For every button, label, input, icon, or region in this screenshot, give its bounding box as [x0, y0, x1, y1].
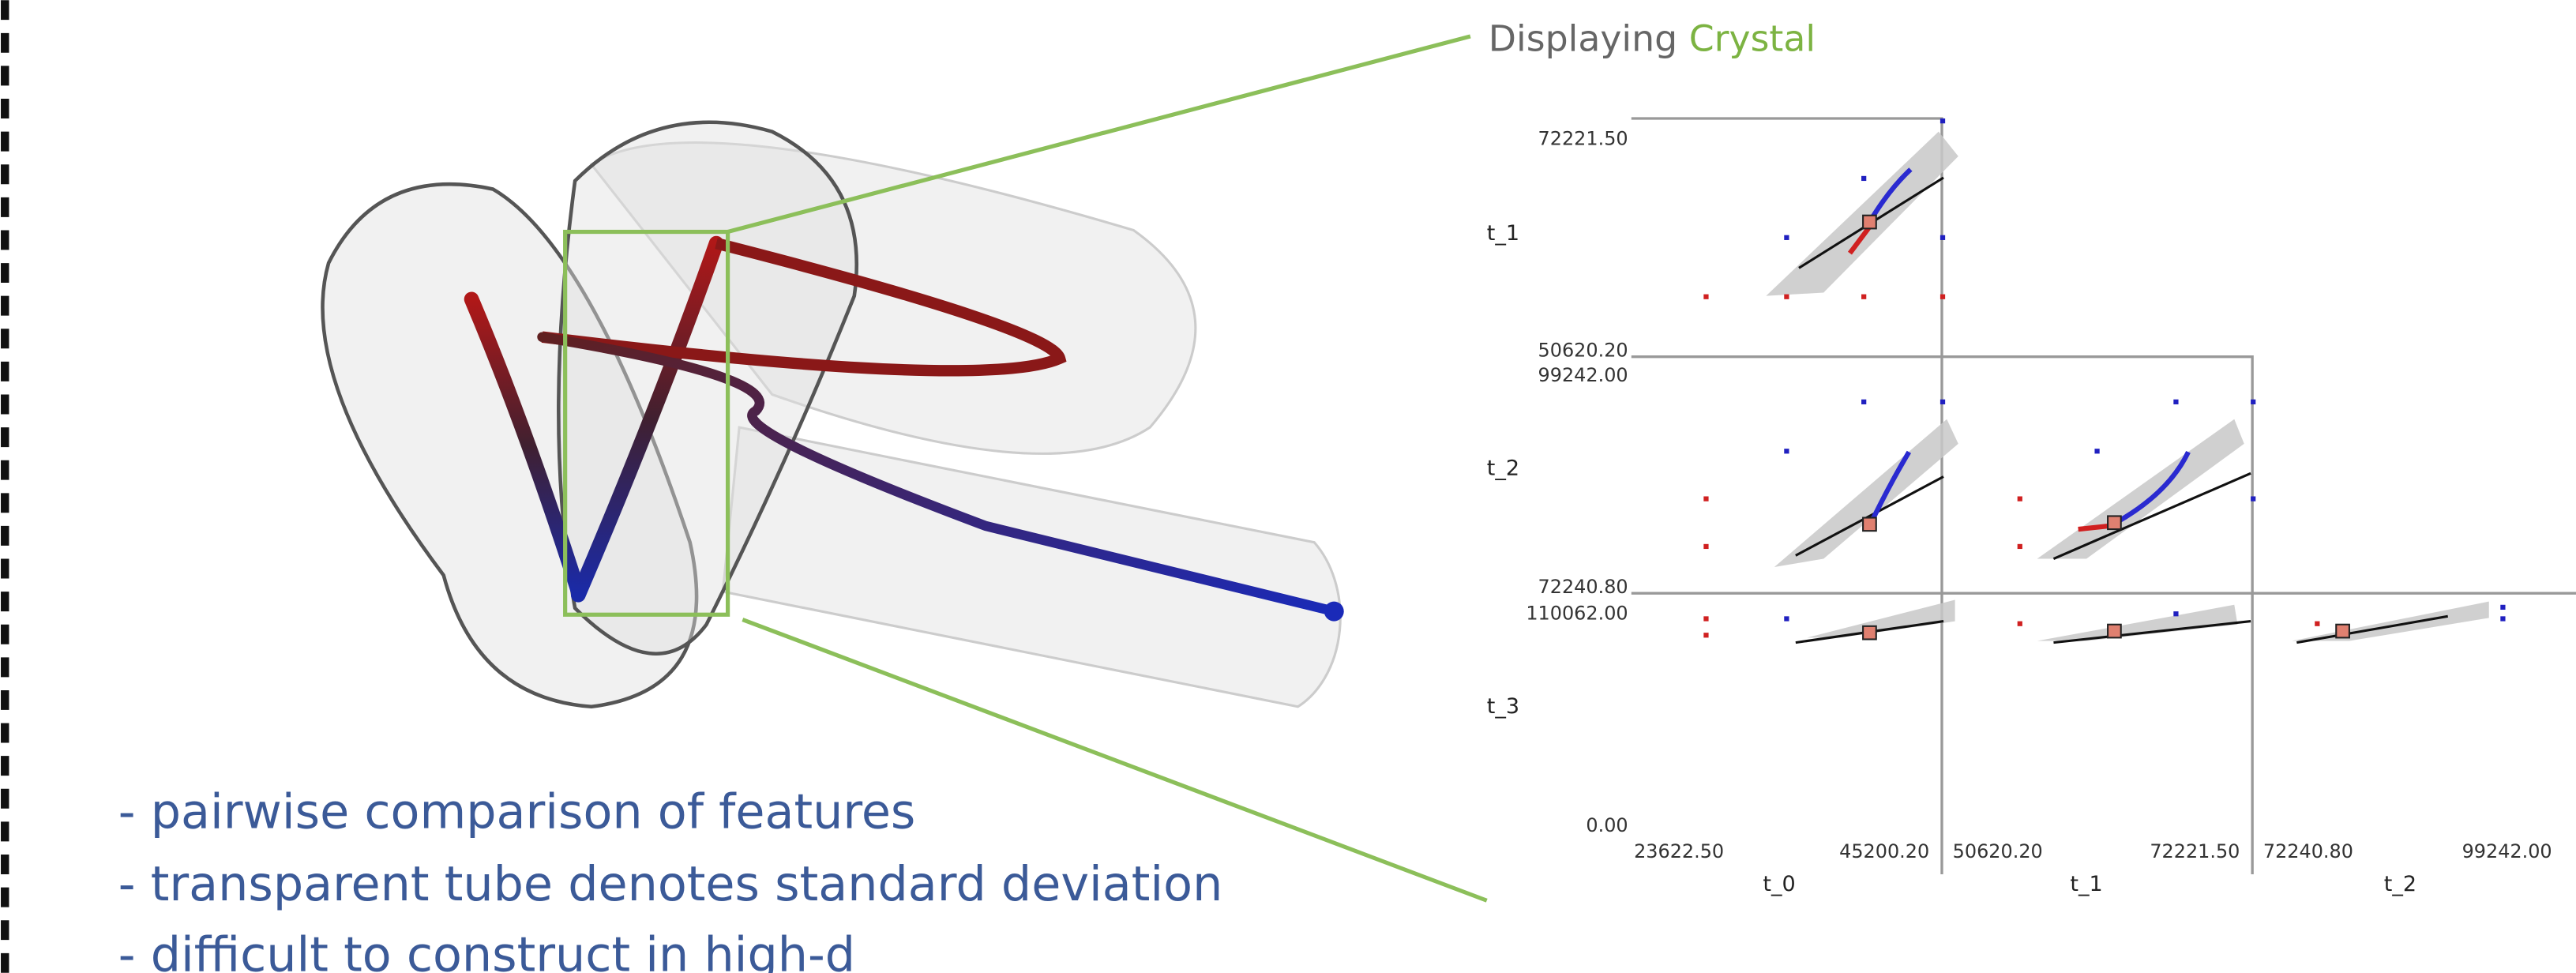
decoration [2114, 450, 2191, 525]
decoration [537, 332, 1339, 617]
decoration [1862, 517, 1877, 532]
bullet: - difficult to construct in high-d [118, 928, 855, 973]
decoration [2251, 399, 2256, 404]
decoration [1703, 294, 2320, 638]
column-label: t_2 [2384, 872, 2416, 896]
decoration [1703, 496, 1709, 502]
decoration [2500, 616, 2506, 622]
decoration [2017, 543, 2022, 550]
decoration [1940, 235, 1946, 240]
decoration [2315, 621, 2320, 626]
decoration [1861, 399, 1867, 404]
decoration [1703, 616, 1709, 622]
decoration [1703, 543, 1709, 550]
y-tick-label: 50620.20 [1538, 340, 1628, 362]
decoration [1847, 225, 1872, 255]
y-tick-label: 110062.00 [1526, 603, 1628, 625]
x-tick-label: 45200.20 [1839, 840, 1929, 862]
decoration [1784, 294, 1789, 299]
column-label: t_0 [1763, 872, 1795, 896]
connector [727, 34, 1471, 235]
decoration [2052, 471, 2251, 560]
decoration [570, 235, 724, 603]
x-tick-label: 72240.80 [2263, 840, 2353, 862]
decoration [1861, 175, 1867, 182]
x-tick-label: 23622.50 [1634, 840, 1724, 862]
decoration [2292, 601, 2489, 641]
x-tick-label: 50620.20 [1953, 840, 2043, 862]
y-tick-label: 99242.00 [1538, 364, 1628, 386]
header-highlight: Crystal [1689, 18, 1816, 60]
decoration [2296, 614, 2448, 644]
x-tick-label: 99242.00 [2462, 840, 2552, 862]
decoration [1703, 294, 1709, 299]
decoration [1862, 214, 1877, 230]
row-label: t_1 [1487, 221, 1519, 246]
decoration [2037, 419, 2244, 559]
decoration [1862, 625, 1877, 641]
decoration [721, 426, 1342, 708]
row-label: t_2 [1487, 456, 1519, 480]
row-label: t_3 [1487, 694, 1519, 719]
decoration [2107, 515, 2122, 531]
decoration [1784, 616, 1789, 622]
decoration [1784, 449, 1789, 454]
header-prefix: Displaying [1489, 18, 1677, 60]
decoration [1784, 235, 1789, 240]
y-tick-label: 72240.80 [1538, 576, 1628, 598]
tube-visual [321, 120, 1344, 709]
decoration [2335, 623, 2350, 639]
decoration [1940, 399, 1946, 404]
decoration [2251, 496, 2256, 502]
decoration [2017, 496, 2022, 502]
decoration [2037, 604, 2238, 641]
decoration [1940, 118, 1946, 124]
decoration [1324, 601, 1344, 622]
y-tick-label: 0.00 [1586, 814, 1628, 836]
decoration [2017, 621, 2022, 626]
decoration [2053, 620, 2251, 644]
decoration [1807, 599, 1955, 638]
decoration [589, 141, 1197, 455]
decoration [2078, 523, 2110, 532]
decoration [1703, 633, 1709, 638]
matrix-panels [1703, 118, 2506, 644]
decoration [2500, 604, 2506, 610]
decoration [2173, 611, 2179, 617]
decoration [2173, 399, 2179, 404]
decoration [1940, 294, 1946, 299]
column-label: t_1 [2070, 872, 2102, 896]
header: Displaying Crystal [1489, 18, 1816, 60]
decoration [1774, 419, 1958, 567]
bullet: - pairwise comparison of features [118, 785, 916, 840]
decoration [321, 182, 699, 709]
decoration [1631, 355, 2254, 874]
decoration [1861, 294, 1867, 299]
connector [742, 618, 1488, 903]
y-tick-label: 72221.50 [1538, 127, 1628, 149]
decoration [541, 238, 1067, 377]
decoration [1766, 131, 1958, 296]
zoom-box [563, 229, 730, 617]
decoration [2107, 623, 2122, 639]
matrix-axes [1631, 117, 2576, 874]
decoration [2094, 449, 2100, 454]
x-tick-label: 72221.50 [2150, 840, 2240, 862]
decoration [1795, 475, 1944, 557]
bullet: - transparent tube denotes standard devi… [118, 857, 1223, 912]
decoration [1784, 118, 2506, 622]
